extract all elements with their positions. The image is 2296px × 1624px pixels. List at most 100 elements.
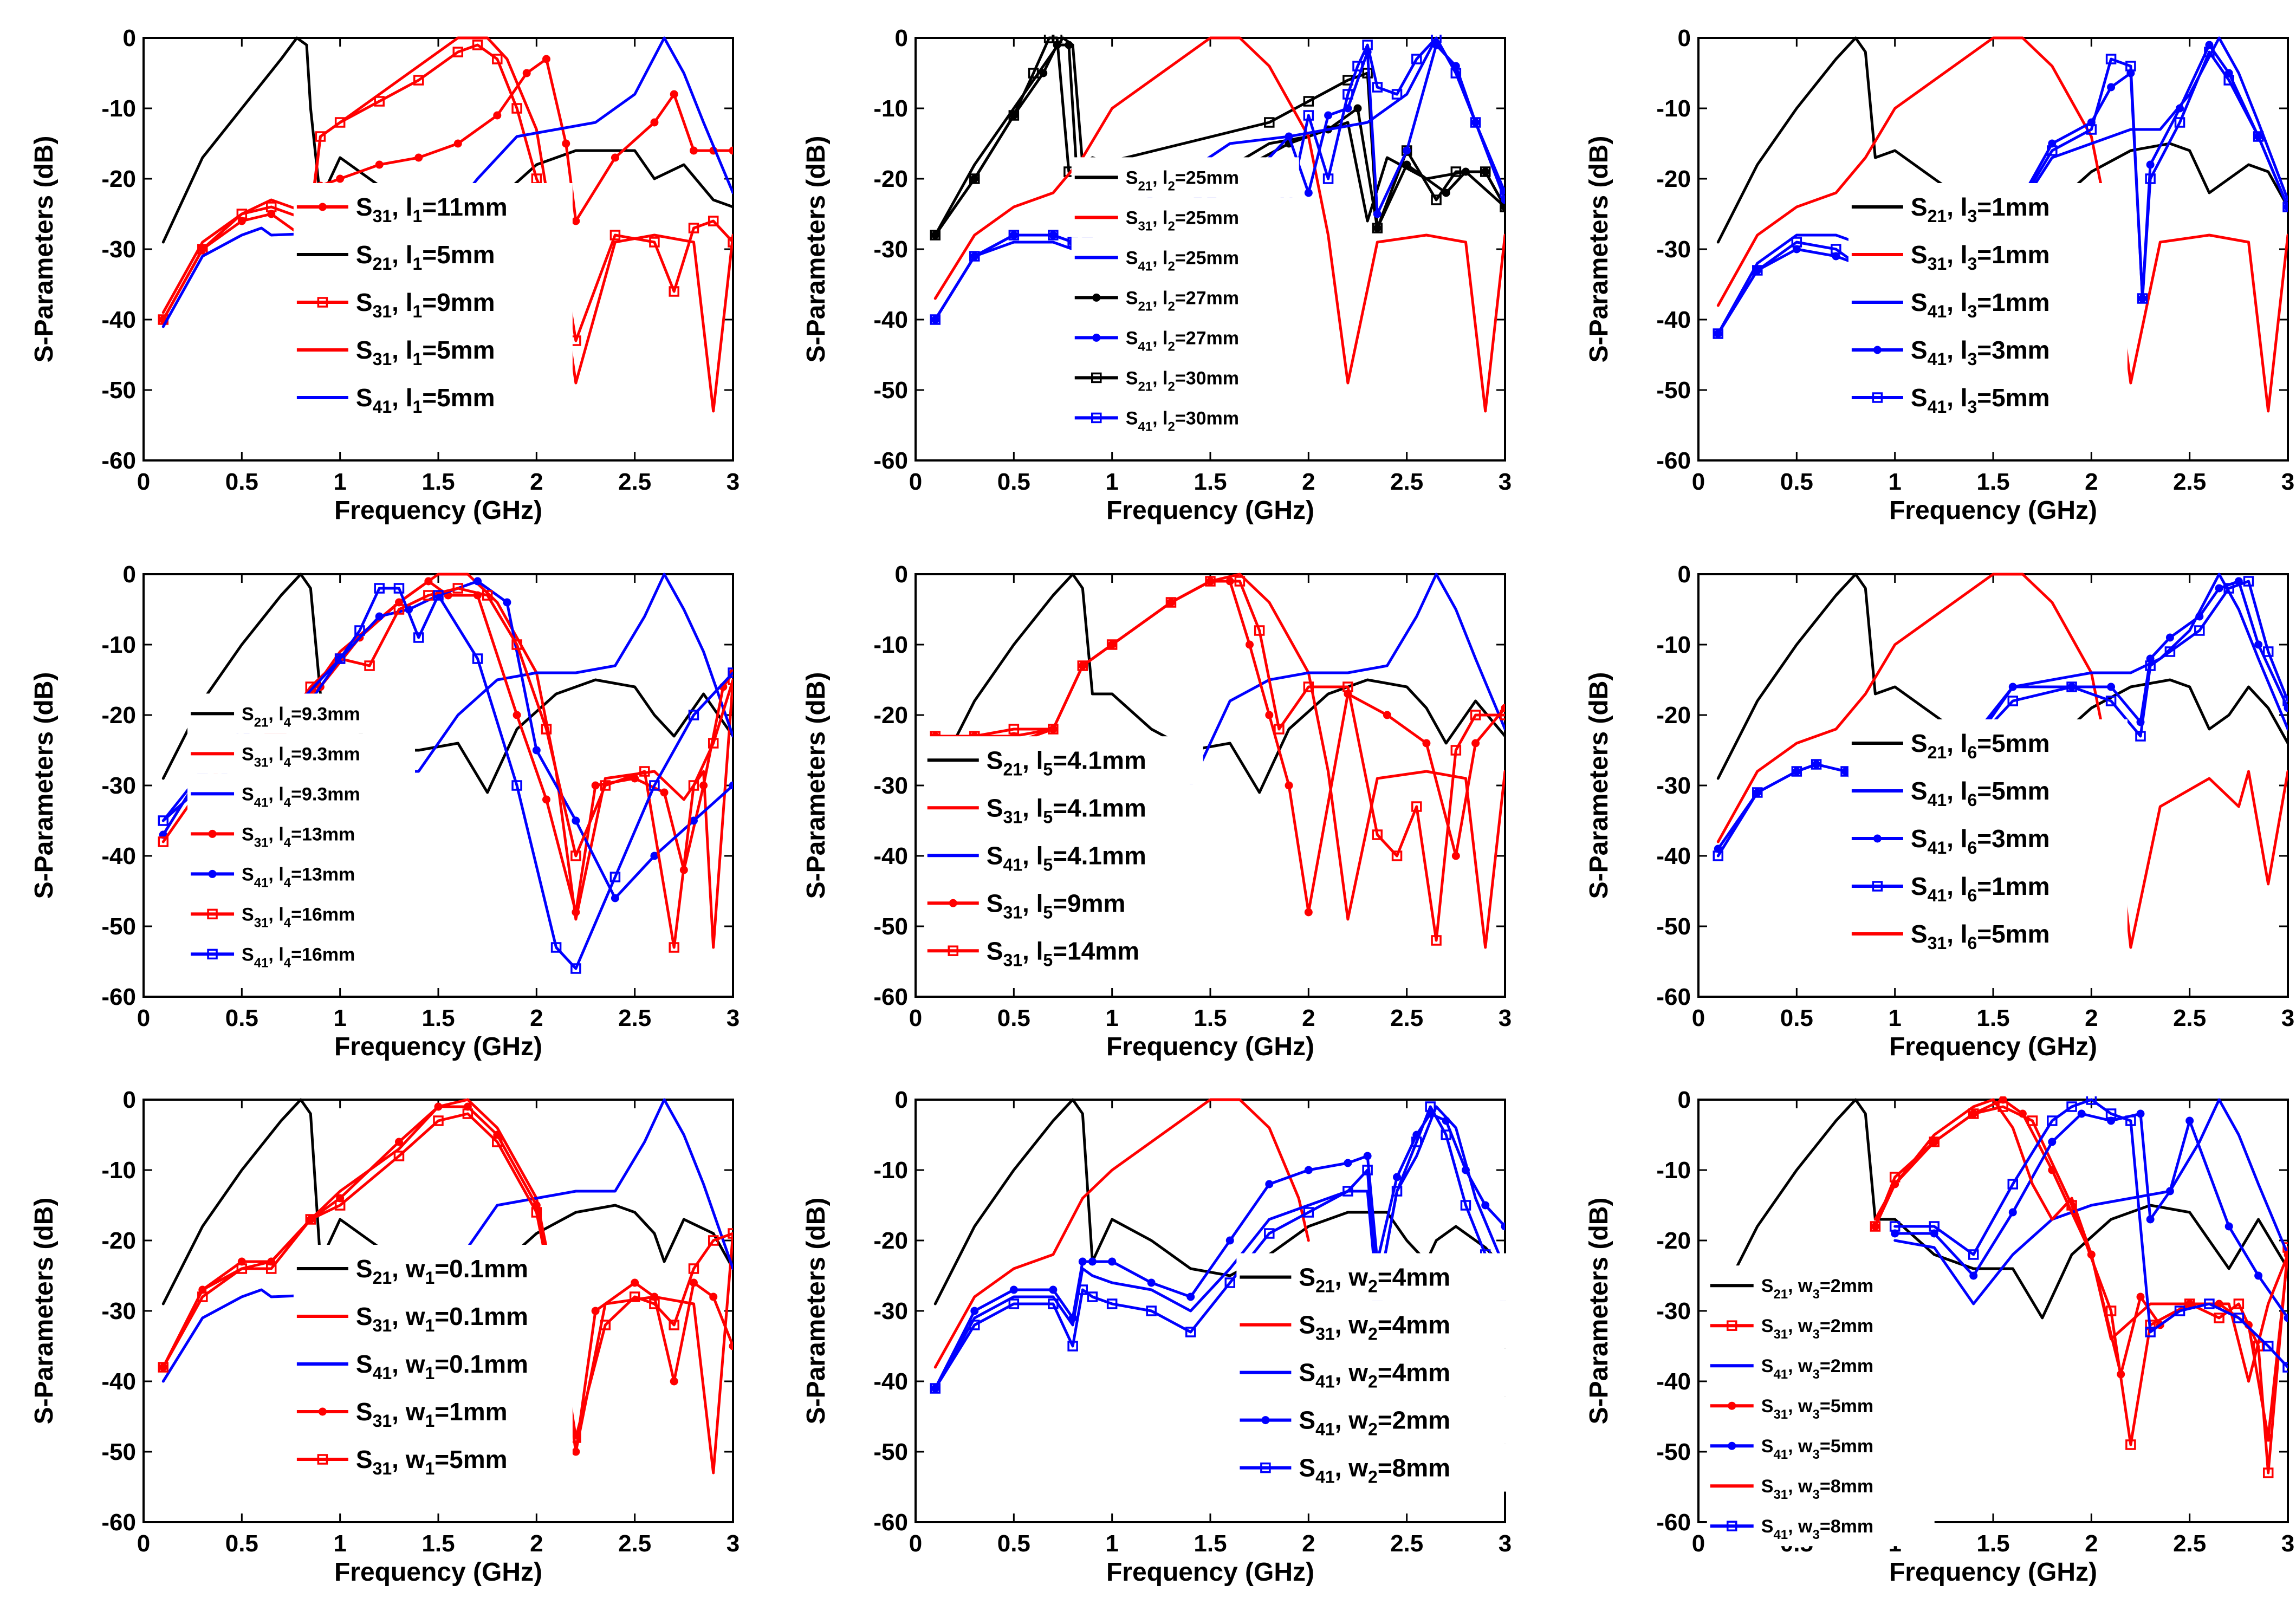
series-marker — [1185, 1327, 1196, 1337]
series-marker — [688, 223, 699, 233]
legend-label-part: 41 — [1928, 790, 1947, 810]
series-marker — [2233, 1313, 2245, 1323]
y-tick-label: -10 — [101, 632, 136, 658]
series-marker — [2204, 1298, 2215, 1309]
series-marker — [472, 653, 483, 664]
legend-label-part: 3 — [1968, 206, 1977, 226]
legend-marker — [1873, 834, 1882, 843]
y-tick-label: -10 — [1656, 632, 1691, 658]
legend-label-part: 31 — [373, 1316, 392, 1335]
y-tick-label: -50 — [873, 1439, 908, 1465]
series-line — [161, 36, 733, 413]
x-tick-label: 1.5 — [1194, 1530, 1227, 1557]
series-marker — [708, 738, 719, 749]
series-marker — [1383, 711, 1391, 719]
x-axis-label: Frequency (GHz) — [334, 1032, 542, 1061]
legend-label-part: 41 — [1928, 886, 1947, 905]
series-marker — [1391, 850, 1403, 861]
series-marker — [1285, 781, 1293, 790]
series-marker — [1752, 265, 1763, 276]
legend-label-part: 41 — [1138, 259, 1152, 274]
series-marker — [334, 117, 346, 128]
series-marker — [1344, 1159, 1352, 1167]
legend-label-part: S — [1126, 248, 1138, 268]
series-marker — [1008, 1298, 1020, 1309]
legend-label-part: =4mm — [1378, 1263, 1450, 1291]
legend-label-part: , l — [1152, 288, 1168, 308]
x-tick-label: 0 — [909, 1530, 922, 1557]
legend-label-part: 31 — [1928, 254, 1947, 274]
legend-label-part: S — [356, 1255, 373, 1283]
legend-label-part: =9mm — [422, 288, 495, 316]
legend-label-part: 41 — [1003, 855, 1022, 874]
legend-label-part: =11mm — [422, 193, 507, 221]
legend-marker — [1091, 412, 1102, 424]
legend-label-part: 1 — [413, 349, 423, 369]
series-marker — [699, 781, 708, 790]
legend-label-part: , l — [268, 704, 283, 724]
series-line — [933, 1105, 1505, 1390]
y-tick-label: -60 — [101, 984, 136, 1010]
x-axis-label: Frequency (GHz) — [1889, 1032, 2097, 1061]
legend-label-part: 4 — [284, 715, 291, 730]
legend-label-part: 41 — [1928, 838, 1947, 858]
series-marker — [493, 111, 502, 120]
legend-label-part: S — [356, 1398, 373, 1426]
series-marker — [453, 139, 462, 148]
series-marker — [2008, 1208, 2017, 1217]
series-marker — [1460, 1200, 1471, 1211]
legend-label-part: S — [242, 744, 254, 764]
series-marker — [158, 815, 169, 826]
series-marker — [265, 1263, 277, 1274]
series-marker — [2105, 1108, 2117, 1119]
legend-label: S41, l1=5mm — [356, 384, 495, 417]
series-marker — [969, 251, 980, 262]
legend-label: S31, l4=9.3mm — [242, 744, 360, 770]
y-tick-label: -30 — [101, 772, 136, 799]
series-marker — [1870, 1221, 1881, 1232]
series-line — [1893, 1112, 2288, 1320]
legend-label-part: , l — [268, 904, 283, 925]
series-marker — [375, 160, 384, 169]
legend-marker — [207, 908, 218, 920]
series-marker — [433, 590, 444, 601]
series-line — [161, 43, 733, 342]
legend-label-part: =13mm — [291, 864, 355, 885]
legend-marker — [1092, 333, 1101, 342]
legend-label-part: 2 — [1168, 379, 1175, 394]
legend-label-part: 6 — [1968, 886, 1977, 905]
series-marker — [434, 1102, 443, 1111]
x-tick-label: 2 — [1302, 469, 1315, 495]
legend-label: S41, w3=2mm — [1761, 1356, 1873, 1382]
series-marker — [1077, 660, 1088, 671]
legend-label-part: 21 — [373, 254, 392, 274]
series-marker — [1481, 1201, 1490, 1210]
legend-label: S31, w3=8mm — [1761, 1476, 1873, 1502]
series-marker — [511, 639, 522, 650]
y-tick-label: -20 — [873, 1227, 908, 1254]
legend-label-part: 3 — [1968, 349, 1977, 369]
chart-panel-6: 0 0.5 1 1.5 2 2.5 3 0 -10 -20 -30 -40 -50 -60 Frequenc… — [1585, 561, 2294, 1061]
legend-marker — [1092, 293, 1101, 302]
series-marker — [1264, 1228, 1275, 1239]
x-tick-label: 3 — [727, 469, 740, 495]
series-marker — [1500, 710, 1505, 720]
series-marker — [541, 724, 552, 735]
series-marker — [1451, 852, 1460, 860]
legend-label-part: 21 — [1003, 759, 1022, 779]
series-marker — [572, 217, 580, 225]
series-marker — [572, 1447, 580, 1456]
legend-label: S21, l4=9.3mm — [242, 704, 360, 730]
legend-label-part: S — [1299, 1263, 1315, 1291]
legend-label-part: S — [987, 746, 1003, 774]
series-group — [930, 1098, 1505, 1394]
series-marker — [2174, 1305, 2185, 1316]
series-marker — [2136, 1109, 2145, 1118]
legend-label-part: S — [242, 704, 254, 724]
legend-label-part: =2mm — [1378, 1406, 1450, 1434]
series-marker — [1254, 625, 1265, 636]
series-marker — [267, 210, 276, 218]
legend-label: S21, l1=5mm — [356, 241, 495, 274]
legend-label-part: =8mm — [1820, 1476, 1873, 1497]
legend-label-part: 31 — [373, 1411, 392, 1431]
